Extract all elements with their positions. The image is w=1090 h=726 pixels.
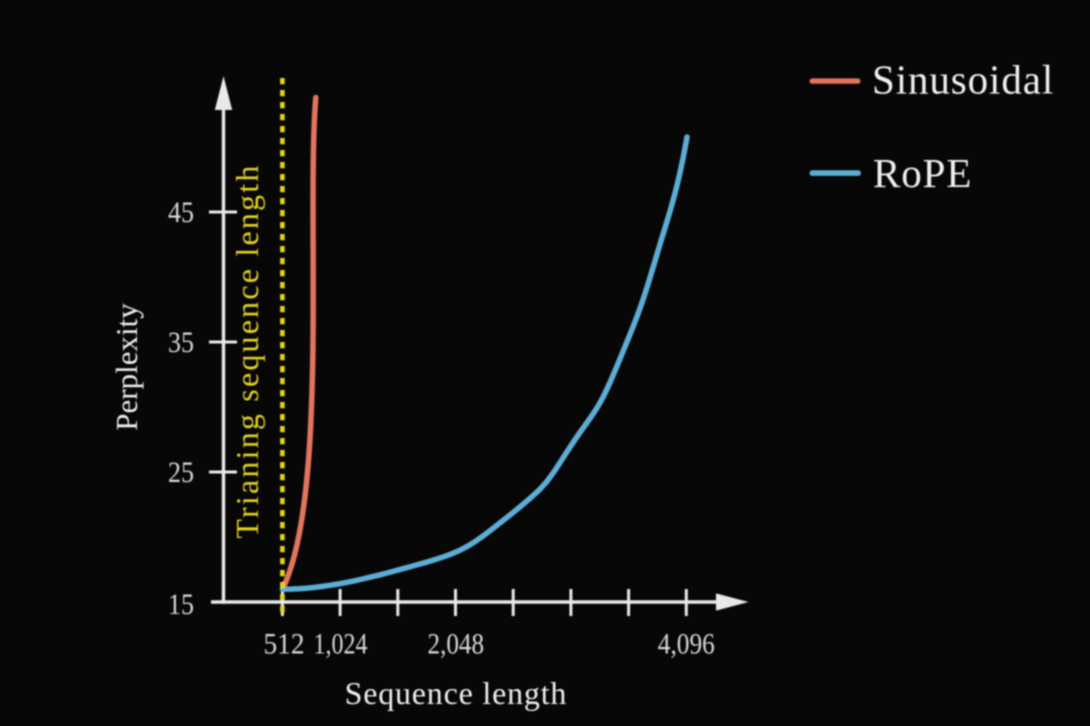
svg-text:Trianing sequence length: Trianing sequence length — [229, 163, 265, 538]
svg-text:Sinusoidal: Sinusoidal — [872, 57, 1054, 103]
svg-text:1,024: 1,024 — [314, 628, 368, 661]
svg-text:25: 25 — [168, 456, 194, 489]
svg-text:2,048: 2,048 — [428, 628, 485, 661]
svg-text:4,096: 4,096 — [658, 628, 715, 661]
svg-text:45: 45 — [168, 196, 194, 229]
svg-text:Perplexity: Perplexity — [109, 303, 144, 431]
svg-text:15: 15 — [168, 588, 194, 621]
svg-text:RoPE: RoPE — [873, 150, 972, 196]
svg-text:512: 512 — [264, 628, 305, 661]
svg-text:Sequence length: Sequence length — [345, 675, 568, 711]
svg-text:35: 35 — [168, 326, 194, 359]
